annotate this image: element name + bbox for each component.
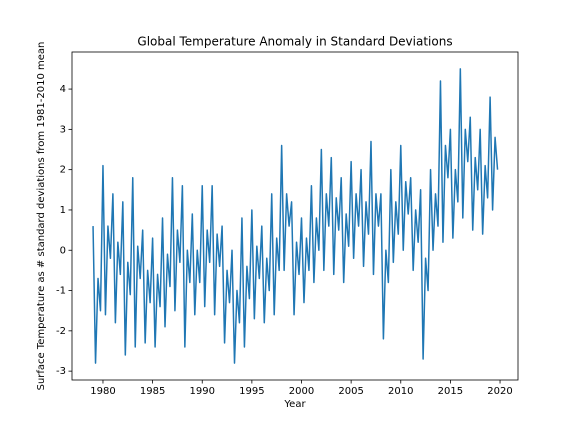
y-tick-label: 0	[60, 245, 66, 256]
x-tick-label: 2000	[289, 386, 314, 397]
x-tick-label: 1990	[190, 386, 215, 397]
x-tick-label: 2020	[487, 386, 512, 397]
y-tick-label: -1	[56, 286, 66, 297]
y-tick-label: 1	[60, 205, 66, 216]
plot-frame	[71, 51, 519, 381]
y-axis-label: Surface Temperature as # standard deviat…	[36, 42, 47, 391]
y-tick-label: 4	[60, 84, 66, 95]
x-tick-label: 1995	[239, 386, 264, 397]
x-tick-label: 2005	[338, 386, 363, 397]
series-line	[92, 68, 499, 364]
y-tick-label: -3	[56, 366, 66, 377]
x-tick-label: 1980	[90, 386, 115, 397]
x-tick-label: 2010	[388, 386, 413, 397]
chart-title: Global Temperature Anomaly in Standard D…	[137, 35, 452, 49]
y-tick-label: 2	[60, 165, 66, 176]
x-tick-label: 2015	[438, 386, 463, 397]
x-tick-label: 1985	[140, 386, 165, 397]
x-axis-label: Year	[283, 399, 306, 410]
y-tick-label: 3	[60, 124, 66, 135]
y-tick-label: -2	[56, 326, 66, 337]
